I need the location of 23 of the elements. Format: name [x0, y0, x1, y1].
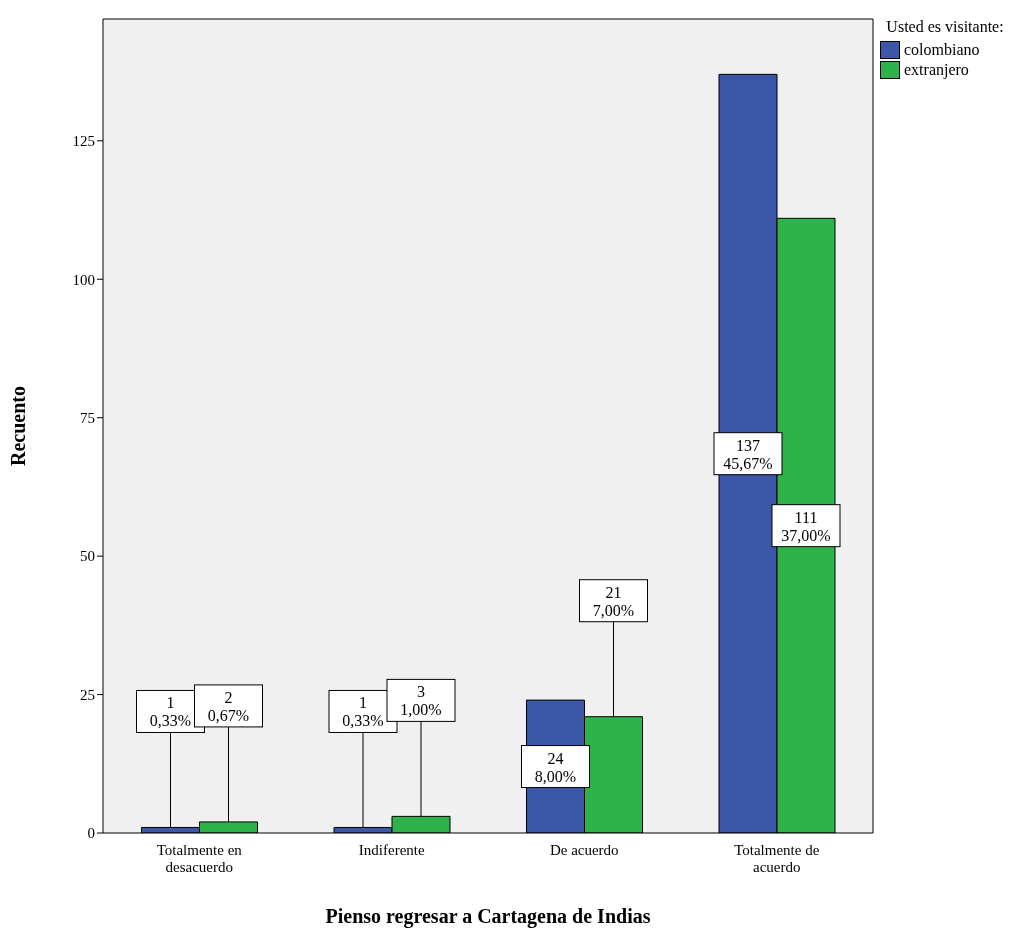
x-tick-label: De acuerdo — [549, 842, 619, 858]
legend-title: Usted es visitante: — [885, 18, 1005, 36]
data-label: 1 0,33% — [342, 694, 384, 730]
y-tick-label: 75 — [80, 410, 95, 427]
data-label: 1 0,33% — [149, 694, 192, 730]
y-tick-label: 0 — [87, 825, 95, 842]
y-axis-title: Recuento — [7, 386, 30, 466]
y-tick-label: 50 — [80, 548, 95, 565]
legend-label: colombiano — [904, 41, 980, 59]
y-tick-label: 25 — [80, 686, 95, 703]
x-tick-label: Totalmente en desacuerdo — [156, 842, 243, 875]
data-label: 3 1,00% — [400, 683, 442, 719]
y-tick-label: 100 — [72, 271, 95, 288]
data-label: 137 45,67% — [723, 436, 773, 472]
y-tick-label: 125 — [72, 133, 95, 150]
data-label: 21 7,00% — [592, 583, 635, 619]
data-label: 111 37,00% — [781, 508, 831, 544]
legend-label: extranjero — [904, 61, 969, 79]
data-label: 2 0,67% — [207, 688, 250, 724]
data-label: 24 8,00% — [534, 749, 577, 785]
x-axis-title: Pienso regresar a Cartagena de Indias — [325, 905, 651, 928]
x-tick-label: Totalmente de acuerdo — [734, 842, 820, 875]
x-tick-label: Indiferente — [358, 842, 425, 858]
